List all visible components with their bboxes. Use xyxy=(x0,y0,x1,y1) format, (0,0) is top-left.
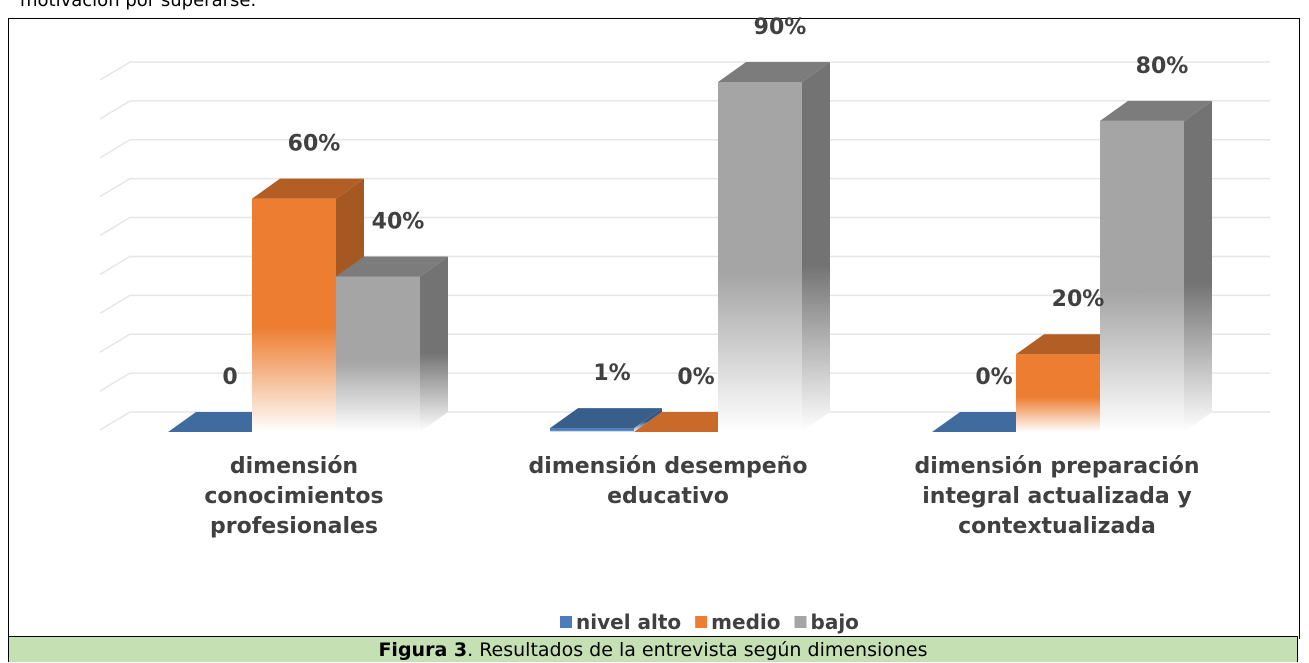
data-label: 1% xyxy=(593,361,630,386)
grid-line xyxy=(99,177,1270,198)
legend-label: bajo xyxy=(811,610,859,634)
bar-front xyxy=(336,276,420,432)
bar-top xyxy=(336,256,448,277)
bar xyxy=(718,62,830,432)
grid-line xyxy=(99,139,1270,159)
bar-front xyxy=(550,428,634,432)
bar-top xyxy=(252,178,364,199)
bar-top xyxy=(1100,100,1212,121)
grid-line xyxy=(99,216,1270,237)
bar-side xyxy=(634,408,662,432)
grid-line xyxy=(99,333,1270,353)
bar-side xyxy=(802,62,830,432)
intro-text: motivación por superarse. xyxy=(20,0,257,11)
bar xyxy=(1100,100,1212,432)
category-label: dimensión desempeño educativo xyxy=(528,454,808,509)
bar-front xyxy=(1016,354,1100,432)
data-label: 80% xyxy=(1136,54,1189,79)
bar-front xyxy=(718,82,802,432)
grid-line xyxy=(99,255,1270,276)
caption-label: Figura 3 xyxy=(378,639,468,661)
category-label: dimensión conocimientos profesionales xyxy=(204,454,384,539)
data-label: 20% xyxy=(1052,287,1105,312)
data-label: 0% xyxy=(975,365,1012,390)
data-label: 90% xyxy=(754,15,807,40)
bar xyxy=(336,256,448,432)
grid-line xyxy=(99,294,1270,314)
category-label: dimensión preparación integral actualiza… xyxy=(914,454,1200,539)
data-label: 40% xyxy=(372,209,425,234)
data-label: 0% xyxy=(677,365,714,390)
data-label: 60% xyxy=(288,132,341,157)
legend-swatch xyxy=(695,616,708,628)
caption-text: . Resultados de la entrevista según dime… xyxy=(467,639,928,661)
legend-swatch xyxy=(560,616,572,628)
bar-front xyxy=(1100,120,1184,432)
bar-top xyxy=(550,408,662,429)
bar-side xyxy=(1184,100,1212,432)
chart-frame xyxy=(8,18,1300,639)
legend-label: nivel alto xyxy=(576,610,681,634)
bar-front xyxy=(252,198,336,432)
bar xyxy=(550,408,662,432)
data-label: 0 xyxy=(222,365,237,390)
bar-side xyxy=(420,256,448,432)
legend-label: medio xyxy=(711,610,780,634)
bar-top xyxy=(718,62,830,82)
grid-line xyxy=(99,100,1270,120)
grid-line xyxy=(99,61,1270,81)
grid-line xyxy=(99,372,1270,392)
legend-swatch xyxy=(794,616,807,628)
caption: Figura 3. Resultados de la entrevista se… xyxy=(8,636,1298,662)
grid-line xyxy=(99,411,1270,431)
